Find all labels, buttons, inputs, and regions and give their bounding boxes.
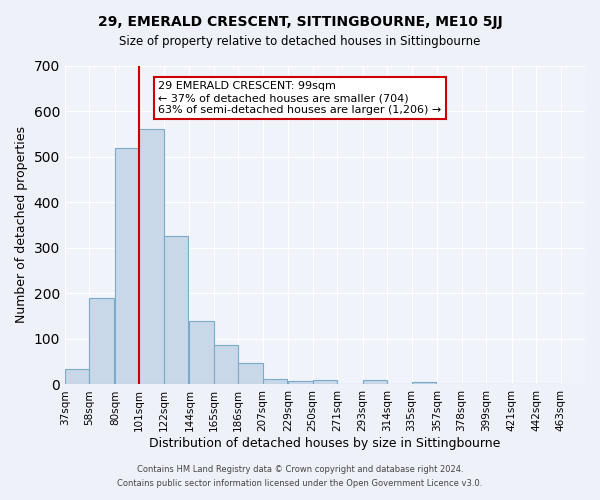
Bar — [89, 298, 113, 384]
Bar — [65, 370, 89, 384]
Bar — [139, 130, 164, 384]
Bar — [263, 378, 287, 384]
Bar — [313, 380, 337, 384]
Bar — [288, 381, 313, 384]
Bar — [190, 320, 214, 384]
Text: 29 EMERALD CRESCENT: 99sqm
← 37% of detached houses are smaller (704)
63% of sem: 29 EMERALD CRESCENT: 99sqm ← 37% of deta… — [158, 82, 442, 114]
X-axis label: Distribution of detached houses by size in Sittingbourne: Distribution of detached houses by size … — [149, 437, 500, 450]
Bar — [238, 363, 263, 384]
Bar — [412, 382, 436, 384]
Bar — [164, 236, 188, 384]
Text: Contains HM Land Registry data © Crown copyright and database right 2024.
Contai: Contains HM Land Registry data © Crown c… — [118, 466, 482, 487]
Text: 29, EMERALD CRESCENT, SITTINGBOURNE, ME10 5JJ: 29, EMERALD CRESCENT, SITTINGBOURNE, ME1… — [98, 15, 502, 29]
Bar — [214, 345, 238, 385]
Bar — [363, 380, 387, 384]
Bar — [115, 148, 139, 384]
Text: Size of property relative to detached houses in Sittingbourne: Size of property relative to detached ho… — [119, 35, 481, 48]
Y-axis label: Number of detached properties: Number of detached properties — [15, 126, 28, 324]
